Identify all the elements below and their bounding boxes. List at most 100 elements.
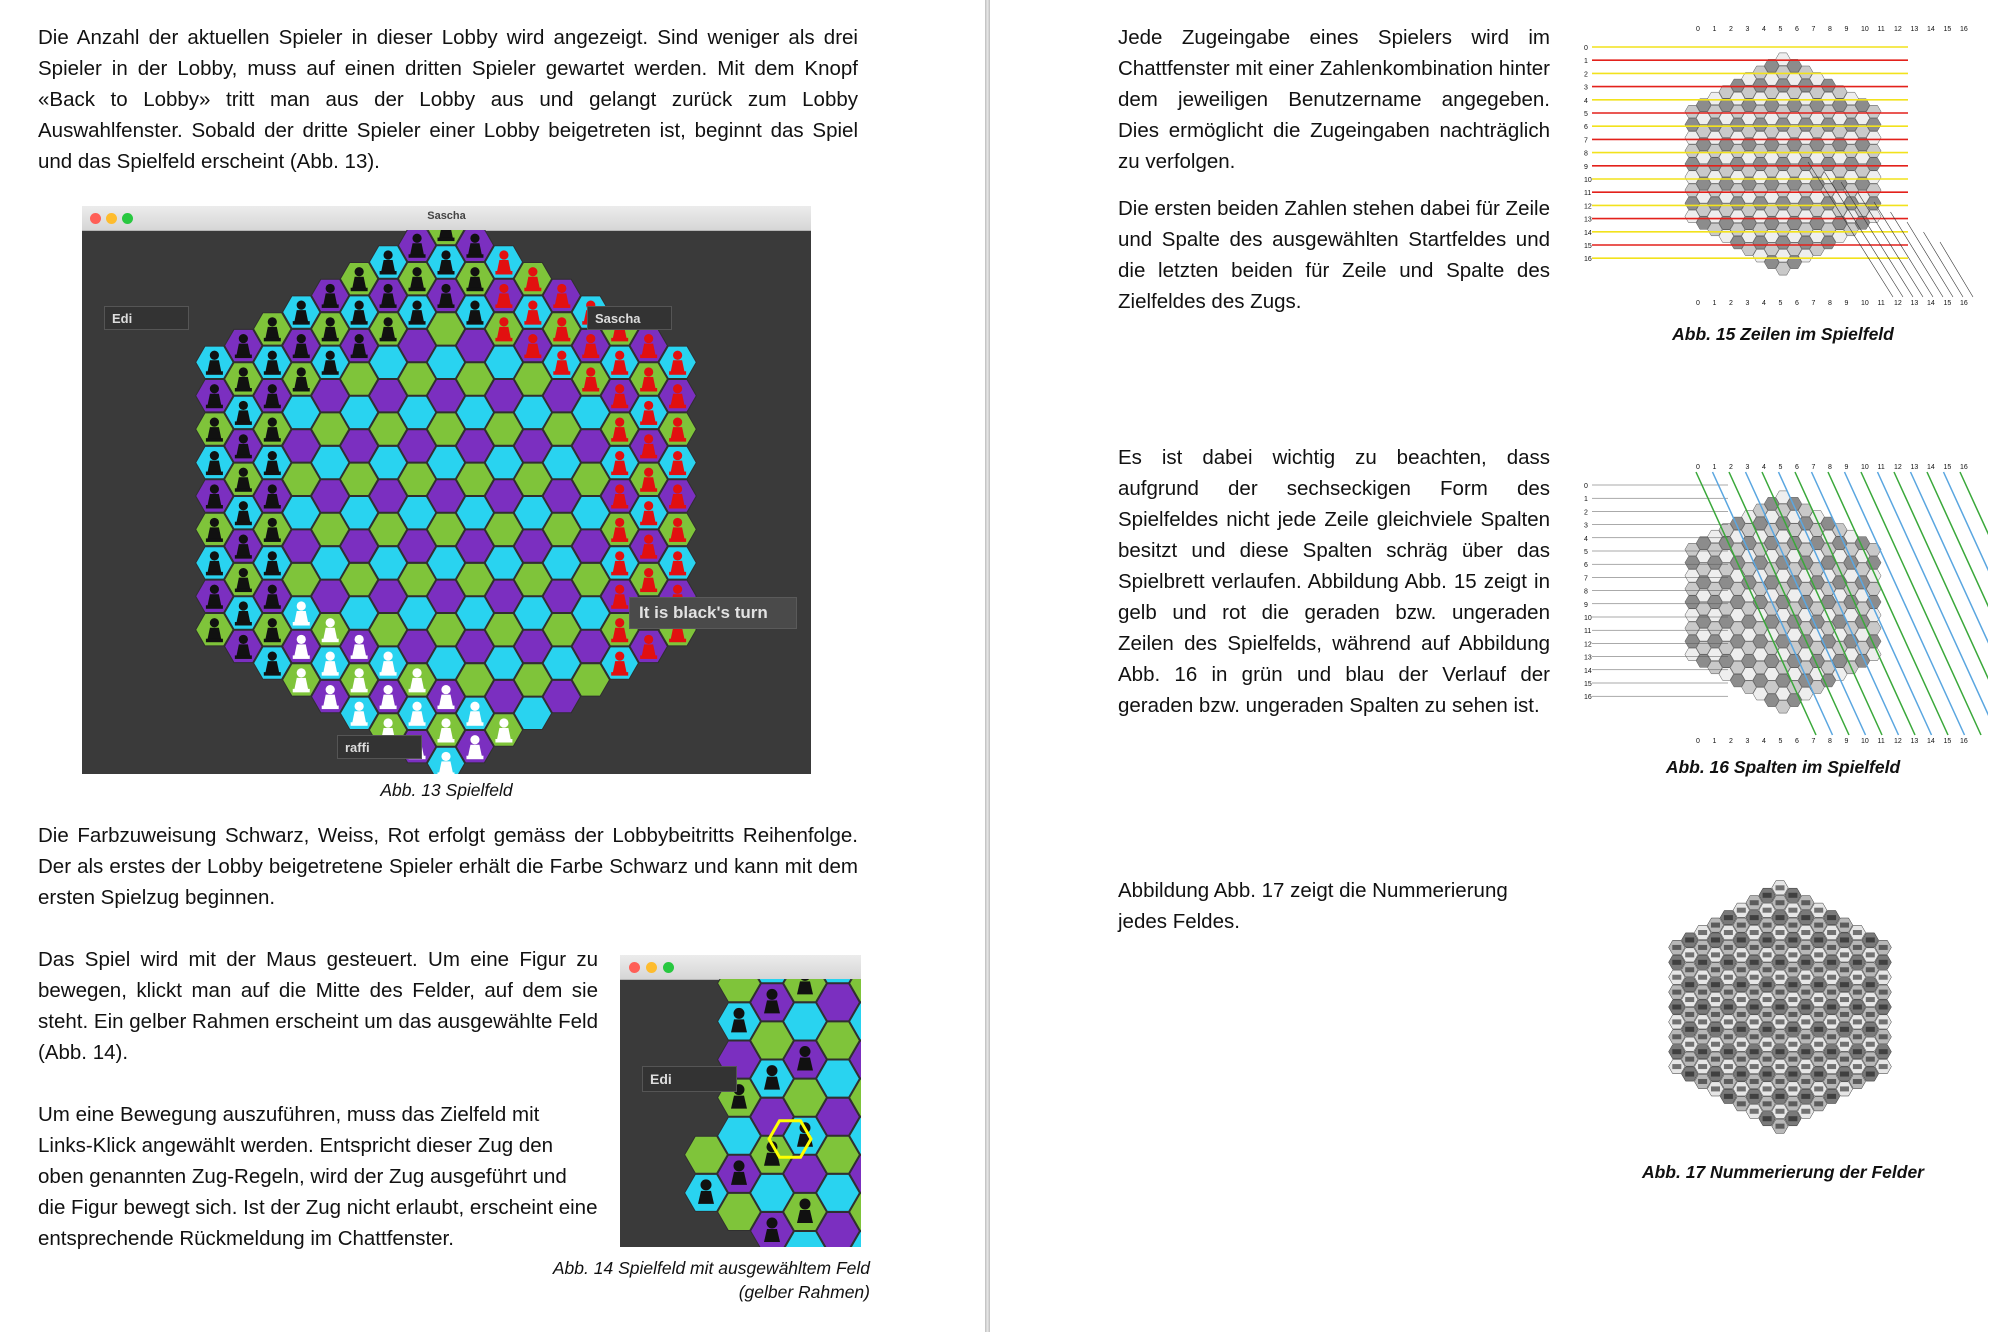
chess-piece[interactable] bbox=[234, 434, 252, 459]
chess-piece[interactable] bbox=[495, 250, 513, 275]
board-cell[interactable] bbox=[684, 1173, 728, 1212]
chess-piece[interactable] bbox=[611, 350, 629, 375]
board-cell[interactable] bbox=[282, 529, 321, 563]
chess-piece[interactable] bbox=[524, 267, 542, 292]
chess-piece[interactable] bbox=[350, 634, 368, 659]
chess-piece[interactable] bbox=[234, 534, 252, 559]
board-cell[interactable] bbox=[658, 512, 697, 547]
board-cell[interactable] bbox=[224, 362, 263, 396]
board-cell[interactable] bbox=[717, 1192, 761, 1231]
board-cell[interactable] bbox=[426, 546, 466, 580]
board-cell[interactable] bbox=[455, 696, 495, 730]
board-cell[interactable] bbox=[600, 479, 639, 513]
board-cell[interactable] bbox=[484, 412, 524, 446]
board-cell[interactable] bbox=[282, 596, 321, 630]
board-cell[interactable] bbox=[397, 295, 437, 329]
chess-piece[interactable] bbox=[234, 567, 252, 593]
board-cell[interactable] bbox=[783, 1154, 827, 1193]
board-cell[interactable] bbox=[571, 529, 611, 563]
chess-piece[interactable] bbox=[205, 484, 223, 509]
chess-piece[interactable] bbox=[437, 684, 455, 710]
chess-piece[interactable] bbox=[640, 534, 658, 559]
board-cell[interactable] bbox=[783, 1078, 827, 1117]
chess-piece[interactable] bbox=[640, 501, 658, 526]
chess-piece[interactable] bbox=[321, 618, 339, 643]
board-cell[interactable] bbox=[629, 529, 668, 563]
board-cell[interactable] bbox=[310, 345, 350, 379]
chess-piece[interactable] bbox=[669, 350, 687, 375]
board-cell[interactable] bbox=[397, 562, 437, 597]
chess-piece[interactable] bbox=[611, 384, 629, 409]
chess-piece[interactable] bbox=[437, 751, 455, 774]
board-cell[interactable] bbox=[426, 278, 466, 313]
board-cell[interactable] bbox=[513, 362, 553, 396]
board-cell[interactable] bbox=[253, 512, 292, 547]
chess-piece[interactable] bbox=[350, 701, 368, 726]
chess-piece[interactable] bbox=[205, 350, 223, 375]
board-cell[interactable] bbox=[397, 395, 437, 430]
chess-piece[interactable] bbox=[553, 317, 571, 342]
board-cell[interactable] bbox=[484, 512, 524, 547]
board-cell[interactable] bbox=[253, 613, 292, 647]
chess-piece[interactable] bbox=[234, 467, 252, 492]
board-cell[interactable] bbox=[850, 1231, 861, 1248]
board-cell[interactable] bbox=[600, 546, 639, 580]
board-cell[interactable] bbox=[282, 362, 321, 396]
board-cell[interactable] bbox=[310, 646, 350, 680]
board-cell[interactable] bbox=[513, 696, 553, 730]
board-cell[interactable] bbox=[484, 345, 524, 379]
board-cell[interactable] bbox=[339, 429, 379, 463]
chess-piece[interactable] bbox=[321, 350, 339, 375]
chess-piece[interactable] bbox=[466, 300, 484, 325]
board-cell[interactable] bbox=[849, 1154, 861, 1193]
board-cell[interactable] bbox=[339, 328, 379, 363]
board-cell[interactable] bbox=[455, 529, 495, 563]
board-cell[interactable] bbox=[426, 613, 466, 647]
board-cell[interactable] bbox=[571, 462, 611, 496]
board-cell[interactable] bbox=[600, 512, 639, 547]
chess-piece[interactable] bbox=[408, 267, 426, 292]
board-cell[interactable] bbox=[484, 679, 524, 714]
chess-piece[interactable] bbox=[466, 735, 484, 760]
chess-piece[interactable] bbox=[797, 1198, 813, 1223]
board-cell[interactable] bbox=[542, 479, 582, 513]
chess-piece[interactable] bbox=[437, 283, 455, 308]
board-cell[interactable] bbox=[484, 479, 524, 513]
board-cell[interactable] bbox=[571, 663, 611, 697]
board-cell[interactable] bbox=[224, 529, 263, 563]
board-cell[interactable] bbox=[600, 445, 639, 480]
board-cell[interactable] bbox=[224, 496, 263, 530]
board-cell[interactable] bbox=[339, 462, 379, 496]
board-cell[interactable] bbox=[282, 629, 321, 664]
board-cell[interactable] bbox=[397, 262, 437, 296]
chess-piece[interactable] bbox=[263, 517, 281, 542]
chess-piece[interactable] bbox=[350, 333, 368, 359]
chess-piece[interactable] bbox=[611, 450, 629, 476]
board-cell[interactable] bbox=[542, 679, 582, 714]
chess-piece[interactable] bbox=[205, 584, 223, 609]
board-cell[interactable] bbox=[484, 445, 524, 480]
board-cell[interactable] bbox=[600, 412, 639, 446]
board-cell[interactable] bbox=[513, 529, 553, 563]
chess-piece[interactable] bbox=[321, 283, 339, 308]
board-cell[interactable] bbox=[224, 629, 263, 664]
board-cell[interactable] bbox=[310, 445, 350, 480]
chess-piece[interactable] bbox=[466, 267, 484, 292]
board-cell[interactable] bbox=[195, 512, 234, 547]
board-cell[interactable] bbox=[542, 579, 582, 613]
chess-piece[interactable] bbox=[205, 517, 223, 542]
board-cell[interactable] bbox=[542, 379, 582, 413]
board-cell[interactable] bbox=[571, 562, 611, 597]
chess-piece[interactable] bbox=[379, 283, 397, 308]
chess-piece[interactable] bbox=[669, 517, 687, 542]
chess-piece[interactable] bbox=[640, 467, 658, 492]
chess-piece[interactable] bbox=[669, 417, 687, 442]
board-cell[interactable] bbox=[310, 546, 350, 580]
board-cell[interactable] bbox=[484, 579, 524, 613]
board-cell[interactable] bbox=[397, 663, 437, 697]
chess-piece[interactable] bbox=[640, 567, 658, 593]
board-cell[interactable] bbox=[750, 1212, 794, 1248]
board-cell[interactable] bbox=[195, 379, 234, 413]
chess-piece[interactable] bbox=[640, 400, 658, 425]
board-cell[interactable] bbox=[195, 412, 234, 446]
